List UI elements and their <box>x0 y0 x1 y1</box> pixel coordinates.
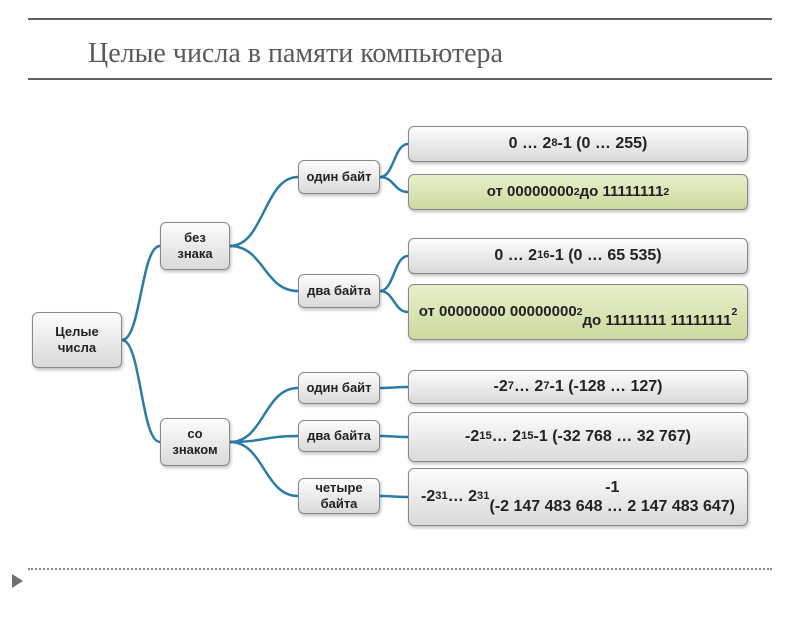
tree-diagram: Целые числа без знака со знаком один байт дв… <box>0 80 800 580</box>
footer-rule <box>28 568 772 570</box>
node-u_1byte: один байт <box>298 160 380 194</box>
node-l_u2_range: 0 … 216-1 (0 … 65 535) <box>408 238 748 274</box>
node-u_2byte: два байта <box>298 274 380 308</box>
node-l_s1: -27 … 27-1 (-128 … 127) <box>408 370 748 404</box>
page-title: Целые числа в памяти компьютера <box>88 38 732 70</box>
node-unsigned: без знака <box>160 222 230 270</box>
node-l_s2: -215 … 215-1 (-32 768 … 32 767) <box>408 412 748 462</box>
title-bar: Целые числа в памяти компьютера <box>28 18 772 80</box>
node-s_4byte: четыре байта <box>298 478 380 514</box>
node-l_u1_bits: от 000000002 до 111111112 <box>408 174 748 210</box>
node-root: Целые числа <box>32 312 122 368</box>
node-l_u1_range: 0 … 28-1 (0 … 255) <box>408 126 748 162</box>
node-s_1byte: один байт <box>298 372 380 404</box>
node-signed: со знаком <box>160 418 230 466</box>
node-s_2byte: два байта <box>298 420 380 452</box>
node-l_u2_bits: от 00000000 000000002до 11111111 1111111… <box>408 284 748 340</box>
node-l_s4: -231 … 231-1(-2 147 483 648 … 2 147 483 … <box>408 468 748 526</box>
arrow-icon <box>12 574 23 588</box>
